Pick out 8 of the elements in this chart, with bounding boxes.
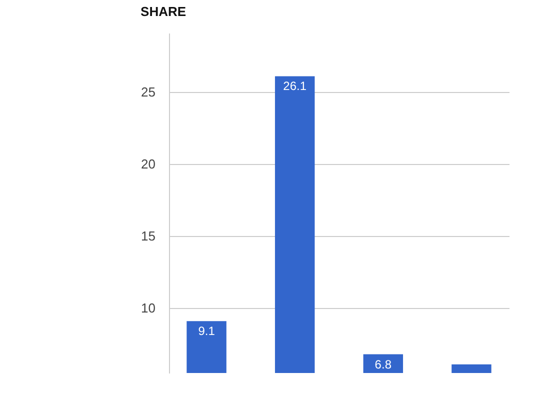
chart-title: SHARE <box>140 4 186 19</box>
data-label: 26.1 <box>283 79 307 94</box>
y-tick-label: 15 <box>141 228 156 244</box>
data-label: 9.1 <box>198 324 216 338</box>
y-tick-label: 25 <box>141 84 156 100</box>
y-tick-label: 20 <box>141 156 156 172</box>
y-tick-label: 10 <box>141 300 156 316</box>
data-label: 6.8 <box>374 357 392 372</box>
